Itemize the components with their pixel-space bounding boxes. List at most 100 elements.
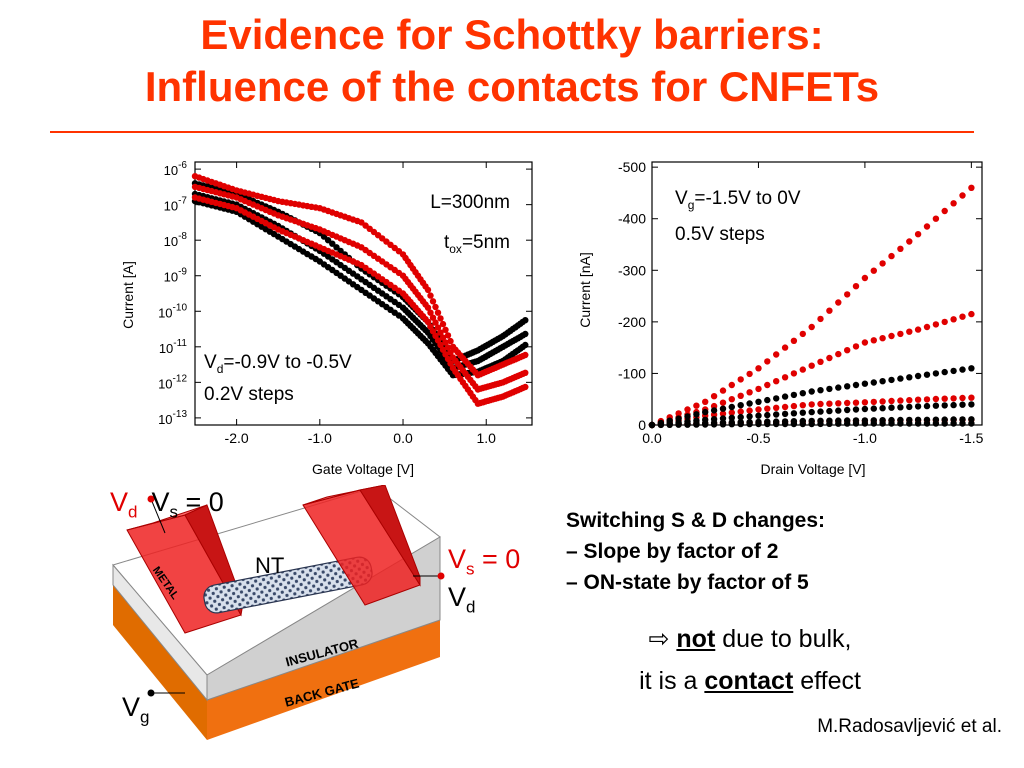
arrow-icon: ⇨	[648, 625, 670, 653]
right-data-point	[950, 367, 957, 375]
left-data-point	[432, 303, 439, 311]
right-data-point	[861, 405, 869, 413]
right-data-point	[844, 406, 851, 414]
right-data-point	[666, 421, 673, 428]
left-chart-points	[191, 173, 529, 407]
left-data-point	[429, 314, 437, 321]
right-data-point	[844, 291, 851, 298]
statement-line1: ⇨ not due to bulk,	[648, 625, 852, 653]
right-data-point	[728, 409, 735, 416]
left-data-point	[329, 240, 336, 247]
right-data-point	[817, 408, 824, 415]
right-contact-side	[359, 485, 421, 587]
right-data-point	[968, 420, 975, 427]
left-data-point	[447, 337, 454, 345]
left-data-point	[324, 237, 332, 244]
right-data-point	[710, 421, 718, 428]
vd-connection-line	[150, 498, 166, 534]
right-data-point	[923, 420, 931, 427]
right-data-point	[737, 408, 744, 415]
right-data-point	[755, 420, 762, 428]
right-data-point	[773, 404, 780, 411]
right-data-point	[844, 347, 851, 354]
right-data-point	[879, 420, 886, 427]
right-data-point	[923, 396, 931, 403]
left-data-point	[427, 292, 434, 299]
left-y-tick-label: 10-7	[164, 196, 188, 214]
right-data-point	[728, 421, 735, 428]
right-data-point	[799, 402, 806, 409]
right-data-point	[959, 366, 966, 373]
right-x-axis-label: Drain Voltage [V]	[760, 461, 865, 477]
left-data-point	[434, 309, 442, 316]
right-data-point	[888, 404, 895, 411]
right-data-point	[808, 388, 815, 395]
right-data-point	[968, 394, 975, 401]
right-data-point	[879, 378, 886, 385]
right-data-point	[852, 406, 860, 413]
left-chart-ticks: -2.0 -1.0 0.0 1.0 10-6 10-7 10-8 10-9 10-10 10-11…	[158, 160, 532, 446]
right-y-tick-label: -200	[618, 314, 646, 330]
conclusions-block: Switching S & D changes: – Slope by fact…	[566, 505, 825, 598]
right-data-point	[835, 299, 842, 306]
right-data-point	[675, 421, 682, 428]
right-data-point	[959, 313, 966, 320]
right-data-point	[888, 332, 895, 340]
right-data-point	[719, 387, 727, 394]
right-data-point	[914, 231, 922, 238]
conclusions-heading: Switching S & D changes:	[566, 509, 826, 532]
right-data-point	[764, 358, 771, 365]
left-chart-frame	[194, 161, 533, 426]
right-data-point	[923, 323, 931, 331]
right-data-point	[790, 391, 798, 399]
right-data-point	[897, 375, 904, 382]
right-y-axis-label: Current [nA]	[577, 252, 593, 327]
right-data-point	[808, 323, 815, 331]
right-data-point	[817, 387, 824, 394]
left-data-point	[434, 324, 442, 331]
right-data-point	[728, 396, 735, 403]
right-data-point	[888, 376, 895, 384]
right-data-point	[941, 420, 948, 427]
left-data-point	[439, 334, 447, 341]
right-data-point	[870, 337, 877, 344]
left-y-tick-label: 10-11	[159, 338, 188, 356]
vs-right-label: Vs = 0	[448, 544, 521, 579]
left-data-point	[522, 317, 529, 324]
right-data-point	[852, 420, 860, 427]
right-data-point	[728, 414, 735, 421]
right-data-point	[870, 379, 877, 386]
conclusion-on-state: – ON-state by factor of 5	[566, 571, 809, 594]
left-data-point	[437, 329, 444, 336]
right-data-point	[790, 420, 798, 428]
right-data-point	[941, 395, 948, 402]
right-data-point	[737, 402, 744, 409]
right-data-point	[826, 420, 833, 427]
right-data-point	[808, 420, 815, 428]
right-data-point	[817, 400, 824, 408]
left-y-tick-label: 10-6	[164, 160, 188, 178]
right-data-point	[764, 405, 771, 412]
right-data-point	[746, 400, 753, 407]
right-data-point	[870, 405, 877, 412]
right-data-point	[737, 420, 744, 428]
right-data-point	[932, 420, 940, 427]
left-x-tick-label: -2.0	[225, 430, 249, 446]
right-data-point	[968, 310, 975, 318]
right-data-point	[932, 402, 940, 409]
right-data-point	[835, 350, 842, 358]
vd-right-label: Vd	[448, 582, 476, 617]
right-data-point	[728, 381, 735, 389]
right-data-point	[870, 267, 877, 274]
right-data-point	[888, 420, 895, 427]
right-data-point	[941, 207, 948, 215]
right-data-point	[950, 316, 957, 323]
right-data-point	[897, 420, 904, 427]
right-data-point	[950, 401, 957, 409]
right-data-point	[719, 399, 727, 406]
right-data-point	[728, 403, 735, 411]
right-data-point	[817, 420, 824, 428]
right-data-point	[746, 413, 753, 420]
right-data-point	[897, 330, 904, 338]
transfer-characteristic-chart: -2.0 -1.0 0.0 1.0 10-6 10-7 10-8 10-9 10-10 10-11…	[120, 160, 533, 477]
